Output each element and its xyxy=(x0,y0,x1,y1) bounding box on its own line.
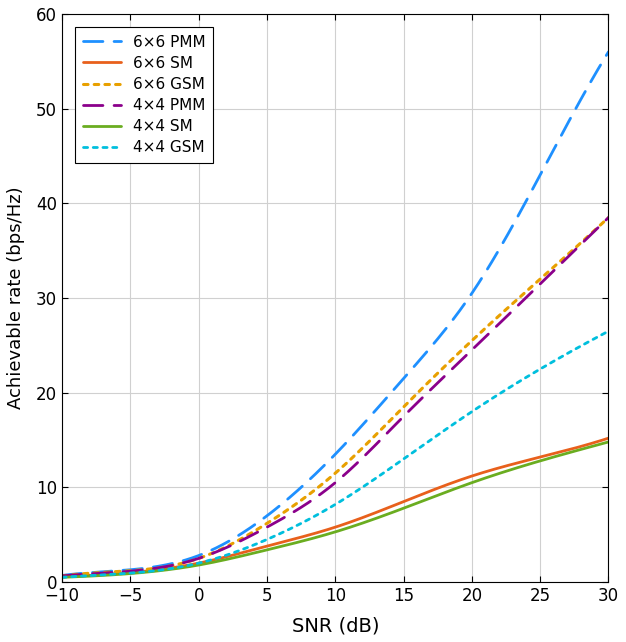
Legend: 6×6 PMM, 6×6 SM, 6×6 GSM, 4×4 PMM, 4×4 SM, 4×4 GSM: 6×6 PMM, 6×6 SM, 6×6 GSM, 4×4 PMM, 4×4 S… xyxy=(75,27,213,163)
6×6 SM xyxy=(495,464,502,472)
Line: 6×6 PMM: 6×6 PMM xyxy=(62,52,608,575)
4×4 SM xyxy=(299,537,307,545)
6×6 PMM xyxy=(605,48,612,56)
6×6 SM xyxy=(114,569,121,577)
6×6 GSM xyxy=(434,370,441,377)
6×6 SM xyxy=(58,573,66,581)
6×6 SM xyxy=(605,434,612,442)
6×6 PMM xyxy=(279,499,287,507)
6×6 PMM xyxy=(58,571,66,579)
6×6 GSM xyxy=(485,322,492,329)
6×6 SM xyxy=(434,485,441,492)
4×4 PMM xyxy=(299,503,307,510)
Line: 6×6 SM: 6×6 SM xyxy=(62,438,608,577)
4×4 SM xyxy=(114,571,121,578)
4×4 GSM xyxy=(114,570,121,578)
6×6 PMM xyxy=(114,567,121,575)
6×6 SM xyxy=(485,467,492,475)
4×4 PMM xyxy=(279,514,287,522)
4×4 GSM xyxy=(485,397,492,405)
6×6 GSM xyxy=(279,509,287,517)
4×4 SM xyxy=(495,470,502,478)
6×6 GSM xyxy=(299,495,307,503)
Y-axis label: Achievable rate (bps/Hz): Achievable rate (bps/Hz) xyxy=(7,187,25,410)
6×6 GSM xyxy=(495,313,502,320)
Line: 4×4 PMM: 4×4 PMM xyxy=(62,218,608,576)
4×4 PMM xyxy=(58,572,66,580)
4×4 SM xyxy=(485,473,492,481)
4×4 PMM xyxy=(434,379,441,387)
Line: 4×4 GSM: 4×4 GSM xyxy=(62,331,608,577)
4×4 PMM xyxy=(495,321,502,329)
4×4 GSM xyxy=(495,391,502,399)
4×4 GSM xyxy=(299,519,307,526)
4×4 GSM xyxy=(605,327,612,335)
4×4 SM xyxy=(58,573,66,581)
4×4 SM xyxy=(279,542,287,550)
4×4 PMM xyxy=(114,568,121,576)
6×6 SM xyxy=(279,538,287,546)
Line: 4×4 SM: 4×4 SM xyxy=(62,442,608,577)
4×4 SM xyxy=(434,492,441,499)
6×6 PMM xyxy=(495,248,502,256)
4×4 GSM xyxy=(434,431,441,439)
4×4 GSM xyxy=(279,528,287,536)
4×4 PMM xyxy=(485,331,492,338)
6×6 SM xyxy=(299,533,307,541)
6×6 PMM xyxy=(434,336,441,343)
X-axis label: SNR (dB): SNR (dB) xyxy=(292,616,379,635)
4×4 SM xyxy=(605,438,612,446)
4×4 GSM xyxy=(58,573,66,581)
6×6 PMM xyxy=(485,264,492,272)
6×6 GSM xyxy=(58,572,66,580)
6×6 PMM xyxy=(299,482,307,490)
4×4 PMM xyxy=(605,214,612,221)
6×6 GSM xyxy=(114,568,121,575)
6×6 GSM xyxy=(605,214,612,221)
Line: 6×6 GSM: 6×6 GSM xyxy=(62,218,608,576)
